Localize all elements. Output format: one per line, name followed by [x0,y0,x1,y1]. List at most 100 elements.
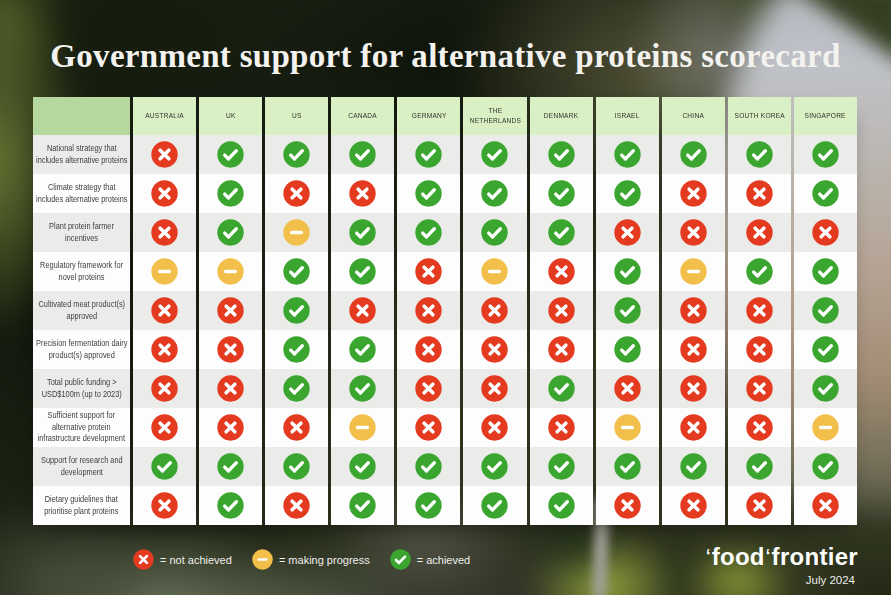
achieved-icon [151,453,178,480]
table-corner-cell [33,97,130,135]
not-achieved-icon [680,219,707,246]
not-achieved-icon [680,180,707,207]
column-header-china: CHINA [662,97,725,135]
status-cell [794,447,857,486]
status-cell [265,447,328,486]
achieved-icon [614,180,641,207]
column-header-us: US [265,97,328,135]
not-achieved-icon [548,336,575,363]
status-cell [794,174,857,213]
status-cell [662,135,725,174]
status-cell [794,135,857,174]
row-label: Total public funding > USD$100m (up to 2… [33,369,130,408]
not-achieved-icon [217,375,244,402]
achieved-icon [283,141,310,168]
not-achieved-icon [680,297,707,324]
achieved-icon [283,375,310,402]
column-header-canada: CANADA [331,97,394,135]
logo-tick: ‘ [706,547,711,564]
status-cell [596,486,659,525]
not-achieved-icon [481,336,508,363]
status-cell [530,291,593,330]
status-cell [265,174,328,213]
not-achieved-icon [680,492,707,519]
logo-tick: ‘ [766,547,771,564]
logo-word-frontier: frontier [772,543,858,570]
achieved-icon [349,336,376,363]
status-cell [728,135,791,174]
achieved-icon [415,219,442,246]
status-cell [596,213,659,252]
status-cell [596,447,659,486]
status-cell [728,369,791,408]
status-cell [596,330,659,369]
row-label: Regulatory framework for novel proteins [33,252,130,291]
progress-icon [481,258,508,285]
achieved-icon [349,258,376,285]
status-cell [397,369,460,408]
achieved-icon [680,141,707,168]
status-cell [530,213,593,252]
status-cell [199,369,262,408]
achieved-icon [481,492,508,519]
row-label: Precision fermentation dairy product(s) … [33,330,130,369]
not-achieved-icon [151,492,178,519]
status-cell [331,447,394,486]
not-achieved-icon [349,297,376,324]
achieved-icon [548,219,575,246]
row-label: Support for research and development [33,447,130,486]
status-cell [133,447,196,486]
status-cell [728,252,791,291]
not-achieved-icon [548,297,575,324]
status-cell [794,369,857,408]
not-achieved-icon [746,492,773,519]
status-cell [265,252,328,291]
status-cell [662,174,725,213]
achieved-icon [283,453,310,480]
status-cell [265,213,328,252]
not-achieved-icon [151,297,178,324]
status-cell [530,330,593,369]
status-cell [728,447,791,486]
legend: = not achieved= making progress= achieve… [133,549,470,570]
status-cell [397,252,460,291]
not-achieved-icon [217,336,244,363]
achieved-icon [349,453,376,480]
achieved-icon [548,453,575,480]
not-achieved-icon [217,297,244,324]
status-cell [199,135,262,174]
status-cell [199,447,262,486]
achieved-icon [217,492,244,519]
status-cell [662,330,725,369]
status-cell [662,486,725,525]
achieved-icon [481,141,508,168]
status-cell [265,369,328,408]
status-cell [530,408,593,447]
row-label: Climate strategy that includes alternati… [33,174,130,213]
report-date: July 2024 [806,574,855,586]
status-cell [728,174,791,213]
status-cell [794,330,857,369]
status-cell [397,135,460,174]
status-cell [530,174,593,213]
status-cell [265,135,328,174]
status-cell [530,252,593,291]
achieved-icon [812,336,839,363]
not-achieved-icon [415,375,442,402]
status-cell [596,369,659,408]
not-achieved-icon [349,180,376,207]
not-achieved-icon [812,219,839,246]
achieved-icon [283,258,310,285]
status-cell [397,291,460,330]
achieved-icon [481,180,508,207]
achieved-icon [614,453,641,480]
status-cell [662,447,725,486]
not-achieved-icon [415,336,442,363]
achieved-icon [349,375,376,402]
not-achieved-icon [746,219,773,246]
status-cell [794,252,857,291]
status-cell [728,408,791,447]
status-cell [530,369,593,408]
status-cell [463,369,526,408]
column-header-israel: ISRAEL [596,97,659,135]
